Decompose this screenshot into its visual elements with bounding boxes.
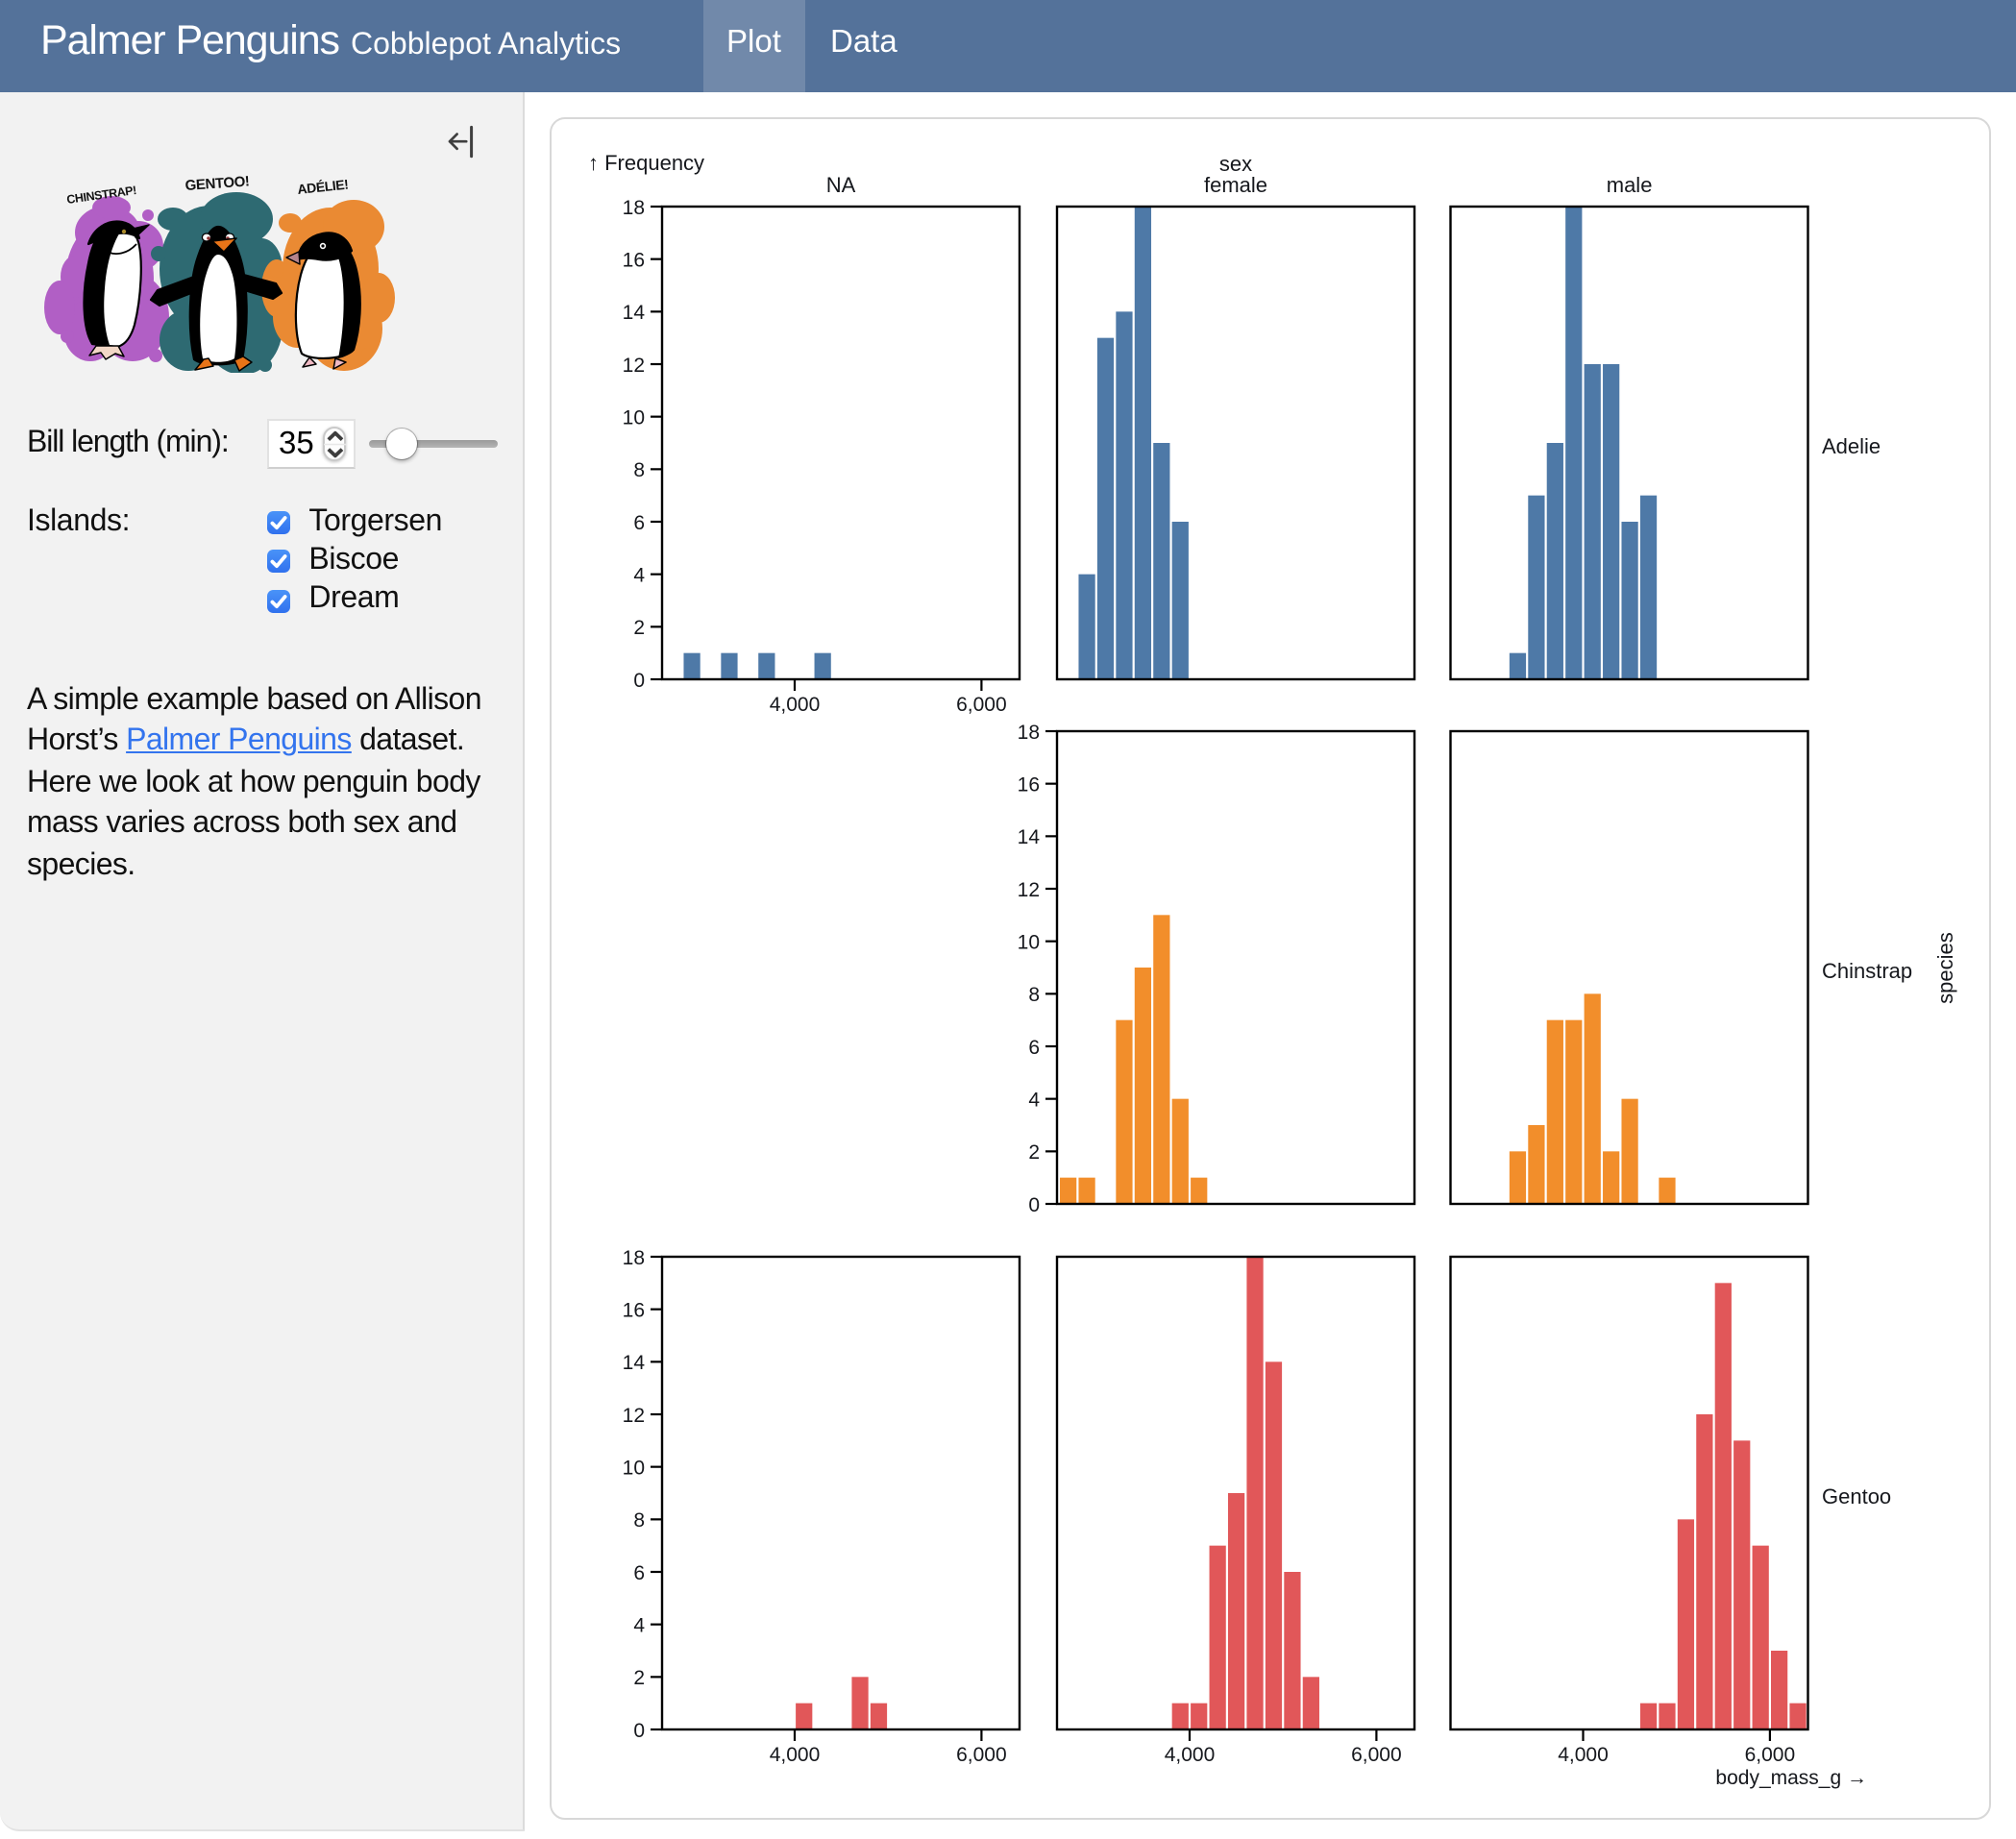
svg-text:6,000: 6,000: [1745, 1744, 1796, 1766]
svg-text:8: 8: [633, 1509, 645, 1532]
svg-text:0: 0: [1028, 1194, 1040, 1216]
svg-text:4: 4: [633, 1614, 645, 1636]
svg-text:male: male: [1607, 173, 1653, 197]
svg-text:2: 2: [633, 617, 645, 639]
svg-text:ADÉLIE!: ADÉLIE!: [297, 177, 350, 197]
svg-text:8: 8: [633, 459, 645, 481]
svg-text:4: 4: [633, 564, 645, 586]
svg-text:4,000: 4,000: [770, 694, 821, 716]
svg-text:Gentoo: Gentoo: [1822, 1484, 1891, 1508]
svg-text:6,000: 6,000: [956, 1744, 1007, 1766]
svg-text:10: 10: [1018, 931, 1040, 953]
svg-text:6,000: 6,000: [1351, 1744, 1402, 1766]
svg-text:10: 10: [623, 1457, 645, 1479]
svg-text:8: 8: [1028, 984, 1040, 1006]
svg-text:14: 14: [623, 1352, 646, 1374]
svg-text:12: 12: [1018, 879, 1040, 901]
svg-text:18: 18: [623, 1247, 645, 1269]
svg-text:2: 2: [633, 1667, 645, 1689]
svg-text:GENTOO!: GENTOO!: [184, 173, 250, 194]
svg-text:2: 2: [1028, 1141, 1040, 1164]
svg-text:NA: NA: [826, 173, 856, 197]
svg-text:16: 16: [623, 249, 645, 271]
svg-text:4,000: 4,000: [1558, 1744, 1609, 1766]
svg-text:0: 0: [633, 1720, 645, 1742]
svg-text:↑ Frequency: ↑ Frequency: [588, 151, 704, 175]
svg-text:female: female: [1204, 173, 1267, 197]
svg-text:body_mass_g →: body_mass_g →: [1715, 1767, 1867, 1789]
svg-text:6: 6: [633, 512, 645, 534]
svg-text:6: 6: [633, 1562, 645, 1584]
svg-text:sex: sex: [1219, 152, 1252, 176]
svg-text:14: 14: [623, 302, 646, 324]
svg-text:14: 14: [1018, 826, 1041, 848]
svg-text:18: 18: [1018, 722, 1040, 744]
svg-text:10: 10: [623, 406, 645, 429]
svg-text:12: 12: [623, 355, 645, 377]
svg-text:Chinstrap: Chinstrap: [1822, 959, 1912, 983]
svg-text:species: species: [1933, 932, 1957, 1004]
svg-text:4: 4: [1028, 1089, 1040, 1111]
svg-text:18: 18: [623, 197, 645, 219]
svg-text:6: 6: [1028, 1037, 1040, 1059]
svg-text:4,000: 4,000: [770, 1744, 821, 1766]
svg-text:12: 12: [623, 1405, 645, 1427]
svg-text:4,000: 4,000: [1165, 1744, 1216, 1766]
svg-text:16: 16: [623, 1299, 645, 1321]
svg-text:Adelie: Adelie: [1822, 434, 1881, 458]
svg-text:0: 0: [633, 670, 645, 692]
svg-text:6,000: 6,000: [956, 694, 1007, 716]
svg-text:16: 16: [1018, 773, 1040, 796]
